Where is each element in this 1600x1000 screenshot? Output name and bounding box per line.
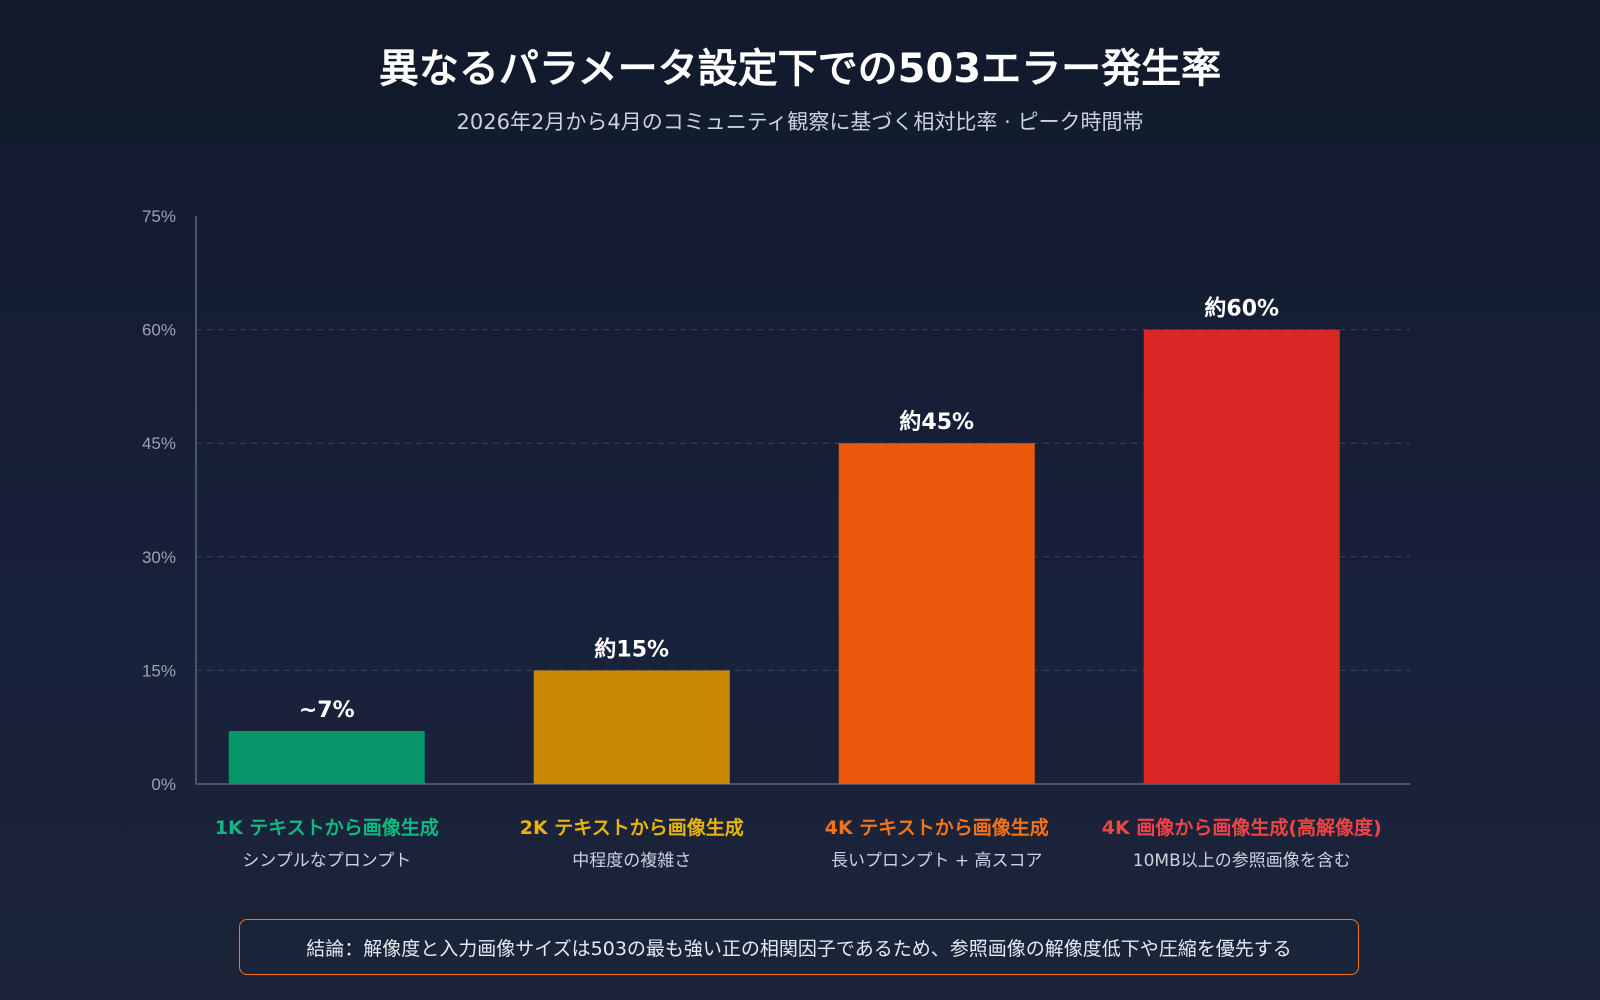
x-tick-label: 1K テキストから画像生成 — [215, 816, 439, 839]
data-label: 約60% — [1204, 296, 1279, 322]
x-tick-label: 4K テキストから画像生成 — [825, 816, 1049, 839]
bar-chart: 0% 15% 30% 45% 60% 75% ~7% 1K テキストから画像生成シンプルなプロ… — [142, 207, 1410, 871]
x-tick-label: 2K テキストから画像生成 — [520, 816, 744, 839]
y-tick-label: 60% — [142, 321, 176, 340]
bar — [228, 730, 425, 784]
data-label: 約15% — [594, 636, 669, 662]
conclusion-box: 結論：解像度と入力画像サイズは503の最も強い正の相関因子であるため、参照画像の… — [239, 919, 1359, 975]
x-tick-sublabel: 長いプロンプト + 高スコア — [831, 851, 1043, 871]
bar — [1143, 329, 1340, 784]
y-tick-label: 30% — [142, 548, 176, 567]
y-tick-label: 0% — [151, 775, 176, 794]
x-tick-sublabel: 10MB以上の参照画像を含む — [1133, 851, 1351, 871]
bar — [838, 443, 1035, 784]
y-tick-label: 15% — [142, 661, 176, 680]
x-tick-sublabel: 中程度の複雑さ — [572, 851, 691, 871]
y-tick-label: 75% — [142, 207, 176, 226]
chart-title: 異なるパラメータ設定下での503エラー発生率 — [378, 46, 1222, 92]
data-label: 約45% — [899, 409, 974, 435]
x-tick-sublabel: シンプルなプロンプト — [242, 851, 411, 871]
x-tick-label: 4K 画像から画像生成(高解像度) — [1102, 816, 1382, 839]
bar — [533, 670, 730, 784]
y-tick-label: 45% — [142, 434, 176, 453]
chart-subtitle: 2026年2月から4月のコミュニティ観察に基づく相対比率 · ピーク時間帯 — [456, 110, 1144, 134]
data-label: ~7% — [299, 698, 355, 723]
